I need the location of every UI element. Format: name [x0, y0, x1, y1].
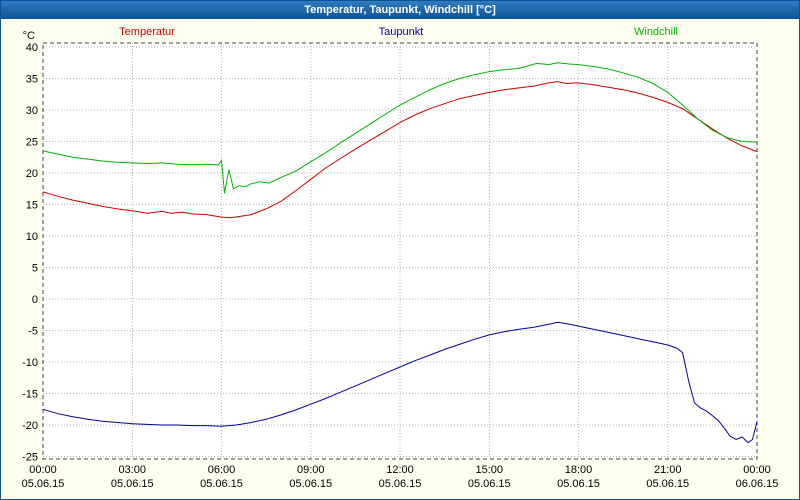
svg-text:-5: -5 — [28, 326, 38, 338]
series-windchill — [42, 62, 758, 194]
svg-text:35: 35 — [26, 74, 38, 86]
window-title: Temperatur, Taupunkt, Windchill [°C] — [304, 4, 496, 16]
svg-text:15: 15 — [26, 200, 38, 212]
y-axis-unit: °C — [23, 30, 35, 42]
svg-text:0: 0 — [32, 294, 38, 306]
titlebar: Temperatur, Taupunkt, Windchill [°C] — [1, 1, 799, 19]
series-temperatur — [42, 81, 758, 219]
svg-text:20: 20 — [26, 168, 38, 180]
svg-text:05.06.15: 05.06.15 — [200, 478, 243, 490]
svg-text:05.06.15: 05.06.15 — [468, 478, 511, 490]
svg-text:-20: -20 — [22, 420, 38, 432]
svg-text:18:00: 18:00 — [565, 464, 593, 476]
svg-text:12:00: 12:00 — [386, 464, 414, 476]
svg-text:15:00: 15:00 — [475, 464, 503, 476]
svg-text:-15: -15 — [22, 389, 38, 401]
plot-border — [42, 42, 758, 460]
svg-text:05.06.15: 05.06.15 — [379, 478, 422, 490]
svg-text:10: 10 — [26, 231, 38, 243]
svg-text:06:00: 06:00 — [208, 464, 236, 476]
svg-text:03:00: 03:00 — [118, 464, 146, 476]
gridlines — [43, 43, 757, 459]
y-axis-labels: 40 35 30 25 20 15 10 5 0 -5 -10 -15 -20 -25 — [22, 42, 38, 464]
svg-text:06.06.15: 06.06.15 — [736, 478, 779, 490]
svg-text:00:00: 00:00 — [743, 464, 771, 476]
series-taupunkt — [42, 321, 758, 444]
svg-text:05.06.15: 05.06.15 — [111, 478, 154, 490]
svg-text:5: 5 — [32, 263, 38, 275]
x-axis-labels: 00:00 05.06.15 03:00 05.06.15 06:00 05.06.15 0… — [22, 464, 779, 490]
svg-text:05.06.15: 05.06.15 — [289, 478, 332, 490]
svg-text:05.06.15: 05.06.15 — [646, 478, 689, 490]
svg-text:00:00: 00:00 — [29, 464, 57, 476]
svg-text:40: 40 — [26, 42, 38, 54]
svg-text:25: 25 — [26, 137, 38, 149]
svg-text:21:00: 21:00 — [654, 464, 682, 476]
chart-svg: 40 35 30 25 20 15 10 5 0 -5 -10 -15 -20 -25 °C 00:00 05.… — [22, 30, 779, 490]
svg-text:-25: -25 — [22, 452, 38, 464]
svg-text:-10: -10 — [22, 357, 38, 369]
svg-text:30: 30 — [26, 105, 38, 117]
svg-text:09:00: 09:00 — [297, 464, 325, 476]
chart-area: 40 35 30 25 20 15 10 5 0 -5 -10 -15 -20 -25 °C 00:00 05.… — [1, 19, 799, 499]
svg-text:05.06.15: 05.06.15 — [22, 478, 65, 490]
svg-text:05.06.15: 05.06.15 — [557, 478, 600, 490]
